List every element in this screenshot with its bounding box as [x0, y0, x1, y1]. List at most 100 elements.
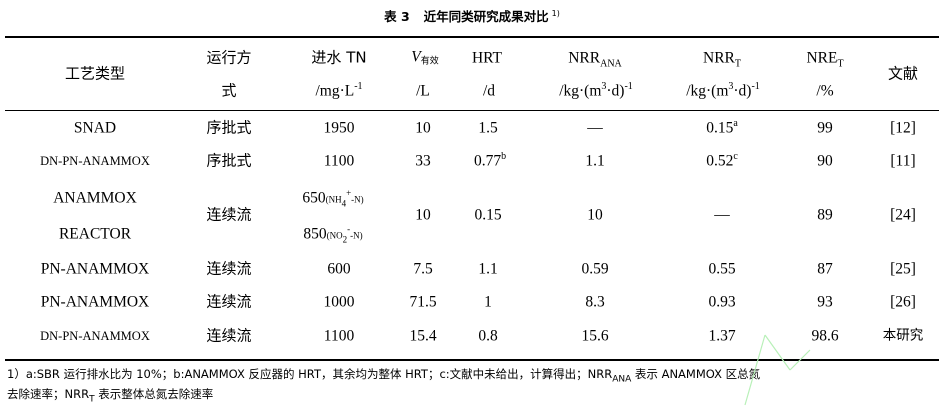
row6-process: DN-PN-ANAMMOX — [40, 328, 150, 343]
row1-tn: 1950 — [323, 119, 355, 137]
watermark-mark — [744, 334, 811, 406]
footnote-line2-sub: T — [89, 394, 95, 405]
row3-tn-nitrite: 850(NO2--N) — [303, 224, 362, 245]
header-nrr-t: NRRT — [703, 49, 741, 69]
row1-nrr-ana: — — [587, 119, 603, 137]
row2-hrt: 0.77b — [473, 151, 507, 170]
row3-hrt: 0.15 — [474, 206, 502, 224]
header-volume-unit: /L — [416, 82, 430, 100]
row3-mode: 连续流 — [206, 205, 252, 224]
row2-hrt-note: b — [501, 151, 507, 163]
row3-tn-nitrite-value: 850 — [303, 225, 327, 243]
row5-hrt: 1 — [484, 293, 492, 311]
row4-volume: 7.5 — [413, 260, 433, 278]
row3-process-line2: REACTOR — [58, 225, 132, 243]
row6-volume: 15.4 — [409, 327, 437, 345]
header-nrr-ana: NRRANA — [568, 49, 622, 70]
row2-nre: 90 — [817, 152, 833, 170]
row5-volume: 71.5 — [409, 293, 437, 311]
row6-tn: 1100 — [323, 327, 355, 345]
table-caption: 表 3 近年同类研究成果对比 1) — [0, 6, 944, 25]
row2-nrr-ana: 1.1 — [585, 152, 605, 170]
row5-mode: 连续流 — [206, 292, 252, 311]
row5-process: PN-ANAMMOX — [40, 293, 150, 311]
row1-nrr-t-value: 0.15 — [706, 119, 734, 137]
nrr-ana-unit-exp2: -1 — [624, 81, 633, 93]
header-hrt-unit: /d — [482, 82, 496, 100]
row1-nre: 99 — [817, 119, 833, 137]
header-influent-tn-label: 进水 TN — [311, 48, 367, 67]
header-nre-t: NRET — [806, 49, 843, 69]
table-number: 表 3 — [384, 9, 410, 24]
row3-nrr-ana: 10 — [587, 206, 603, 224]
nre-t-text: NRE — [806, 49, 838, 67]
row4-mode: 连续流 — [206, 259, 252, 278]
row2-process: DN-PN-ANAMMOX — [40, 153, 150, 168]
top-rule — [5, 36, 939, 38]
row2-nrr-t-note: c — [733, 151, 738, 163]
table-title: 近年同类研究成果对比 — [423, 9, 549, 24]
tn-unit-text: /mg·L — [315, 82, 355, 100]
row5-reference: [26] — [890, 293, 916, 311]
row2-nrr-t-value: 0.52 — [706, 152, 734, 170]
header-hrt: HRT — [471, 49, 503, 67]
nrr-t-text: NRR — [703, 49, 735, 67]
header-reference: 文献 — [887, 64, 919, 83]
footnote-line2-text-a: 去除速率；NRR — [7, 387, 90, 401]
v-symbol: V — [411, 48, 421, 66]
header-effective-volume: V有效 — [411, 48, 438, 67]
nrr-t-unit-a: /kg·(m — [686, 82, 729, 100]
row2-nrr-t: 0.52c — [706, 151, 738, 170]
row2-volume: 33 — [415, 152, 431, 170]
nrr-ana-sub: ANA — [600, 58, 622, 70]
row1-mode: 序批式 — [206, 118, 252, 137]
row2-mode: 序批式 — [206, 151, 252, 170]
row1-reference: [12] — [890, 119, 916, 137]
row4-process: PN-ANAMMOX — [40, 260, 150, 278]
nrr-t-unit-exp2: -1 — [751, 81, 760, 93]
row3-nrr-t: — — [714, 206, 730, 224]
row3-tn-nitrite-label: (NO — [326, 230, 343, 241]
nrr-ana-unit-exp: 3 — [601, 81, 607, 93]
row4-tn: 600 — [327, 260, 351, 278]
row3-tn-nitrite-sup: - — [347, 224, 351, 235]
row6-hrt: 0.8 — [478, 327, 498, 345]
nrr-t-unit-exp: 3 — [728, 81, 734, 93]
nrr-t-unit-b: ·d) — [733, 82, 752, 100]
nrr-ana-text: NRR — [568, 49, 601, 67]
row1-volume: 10 — [415, 119, 431, 137]
row4-reference: [25] — [890, 260, 916, 278]
table-title-footnote-ref: 1) — [551, 8, 560, 18]
header-nrr-ana-unit: /kg·(m3·d)-1 — [559, 81, 633, 99]
row5-nrr-ana: 8.3 — [585, 293, 605, 311]
footnote-line1-sub: ANA — [612, 374, 632, 385]
header-bottom-rule — [5, 110, 939, 111]
row2-tn: 1100 — [323, 152, 355, 170]
row3-tn-ammonium-sub: 4 — [341, 198, 347, 209]
row5-tn: 1000 — [323, 293, 355, 311]
row6-nre: 98.6 — [811, 327, 839, 345]
row2-hrt-value: 0.77 — [473, 152, 502, 170]
row3-tn-ammonium-close: -N) — [351, 194, 364, 205]
row3-tn-ammonium-sup: + — [346, 188, 352, 199]
row3-volume: 10 — [415, 206, 431, 224]
row4-nre: 87 — [817, 260, 833, 278]
row3-tn-nitrite-sub: 2 — [342, 234, 348, 245]
footnote-line1-text-a: 1）a:SBR 运行排水比为 10%；b:ANAMMOX 反应器的 HRT，其余… — [7, 367, 613, 381]
row1-nrr-t-note: a — [733, 118, 738, 130]
header-influent-tn-unit: /mg·L-1 — [315, 82, 362, 100]
row6-nrr-t: 1.37 — [708, 327, 736, 345]
bottom-rule — [5, 359, 939, 361]
footnote-line2: 去除速率；NRRT 表示整体总氮去除速率 — [7, 386, 213, 405]
row3-reference: [24] — [890, 206, 916, 224]
row3-tn-ammonium-label: (NH — [325, 194, 342, 205]
row6-mode: 连续流 — [206, 326, 252, 345]
row4-nrr-t: 0.55 — [708, 260, 736, 278]
row1-hrt: 1.5 — [478, 119, 498, 137]
header-nrr-t-unit: /kg·(m3·d)-1 — [686, 81, 760, 100]
header-mode-line1: 运行方 — [206, 48, 252, 67]
footnote-line1: 1）a:SBR 运行排水比为 10%；b:ANAMMOX 反应器的 HRT，其余… — [7, 366, 760, 385]
row5-nre: 93 — [817, 293, 833, 311]
row3-nre: 89 — [817, 206, 833, 224]
header-nre-t-unit: /% — [816, 82, 834, 100]
